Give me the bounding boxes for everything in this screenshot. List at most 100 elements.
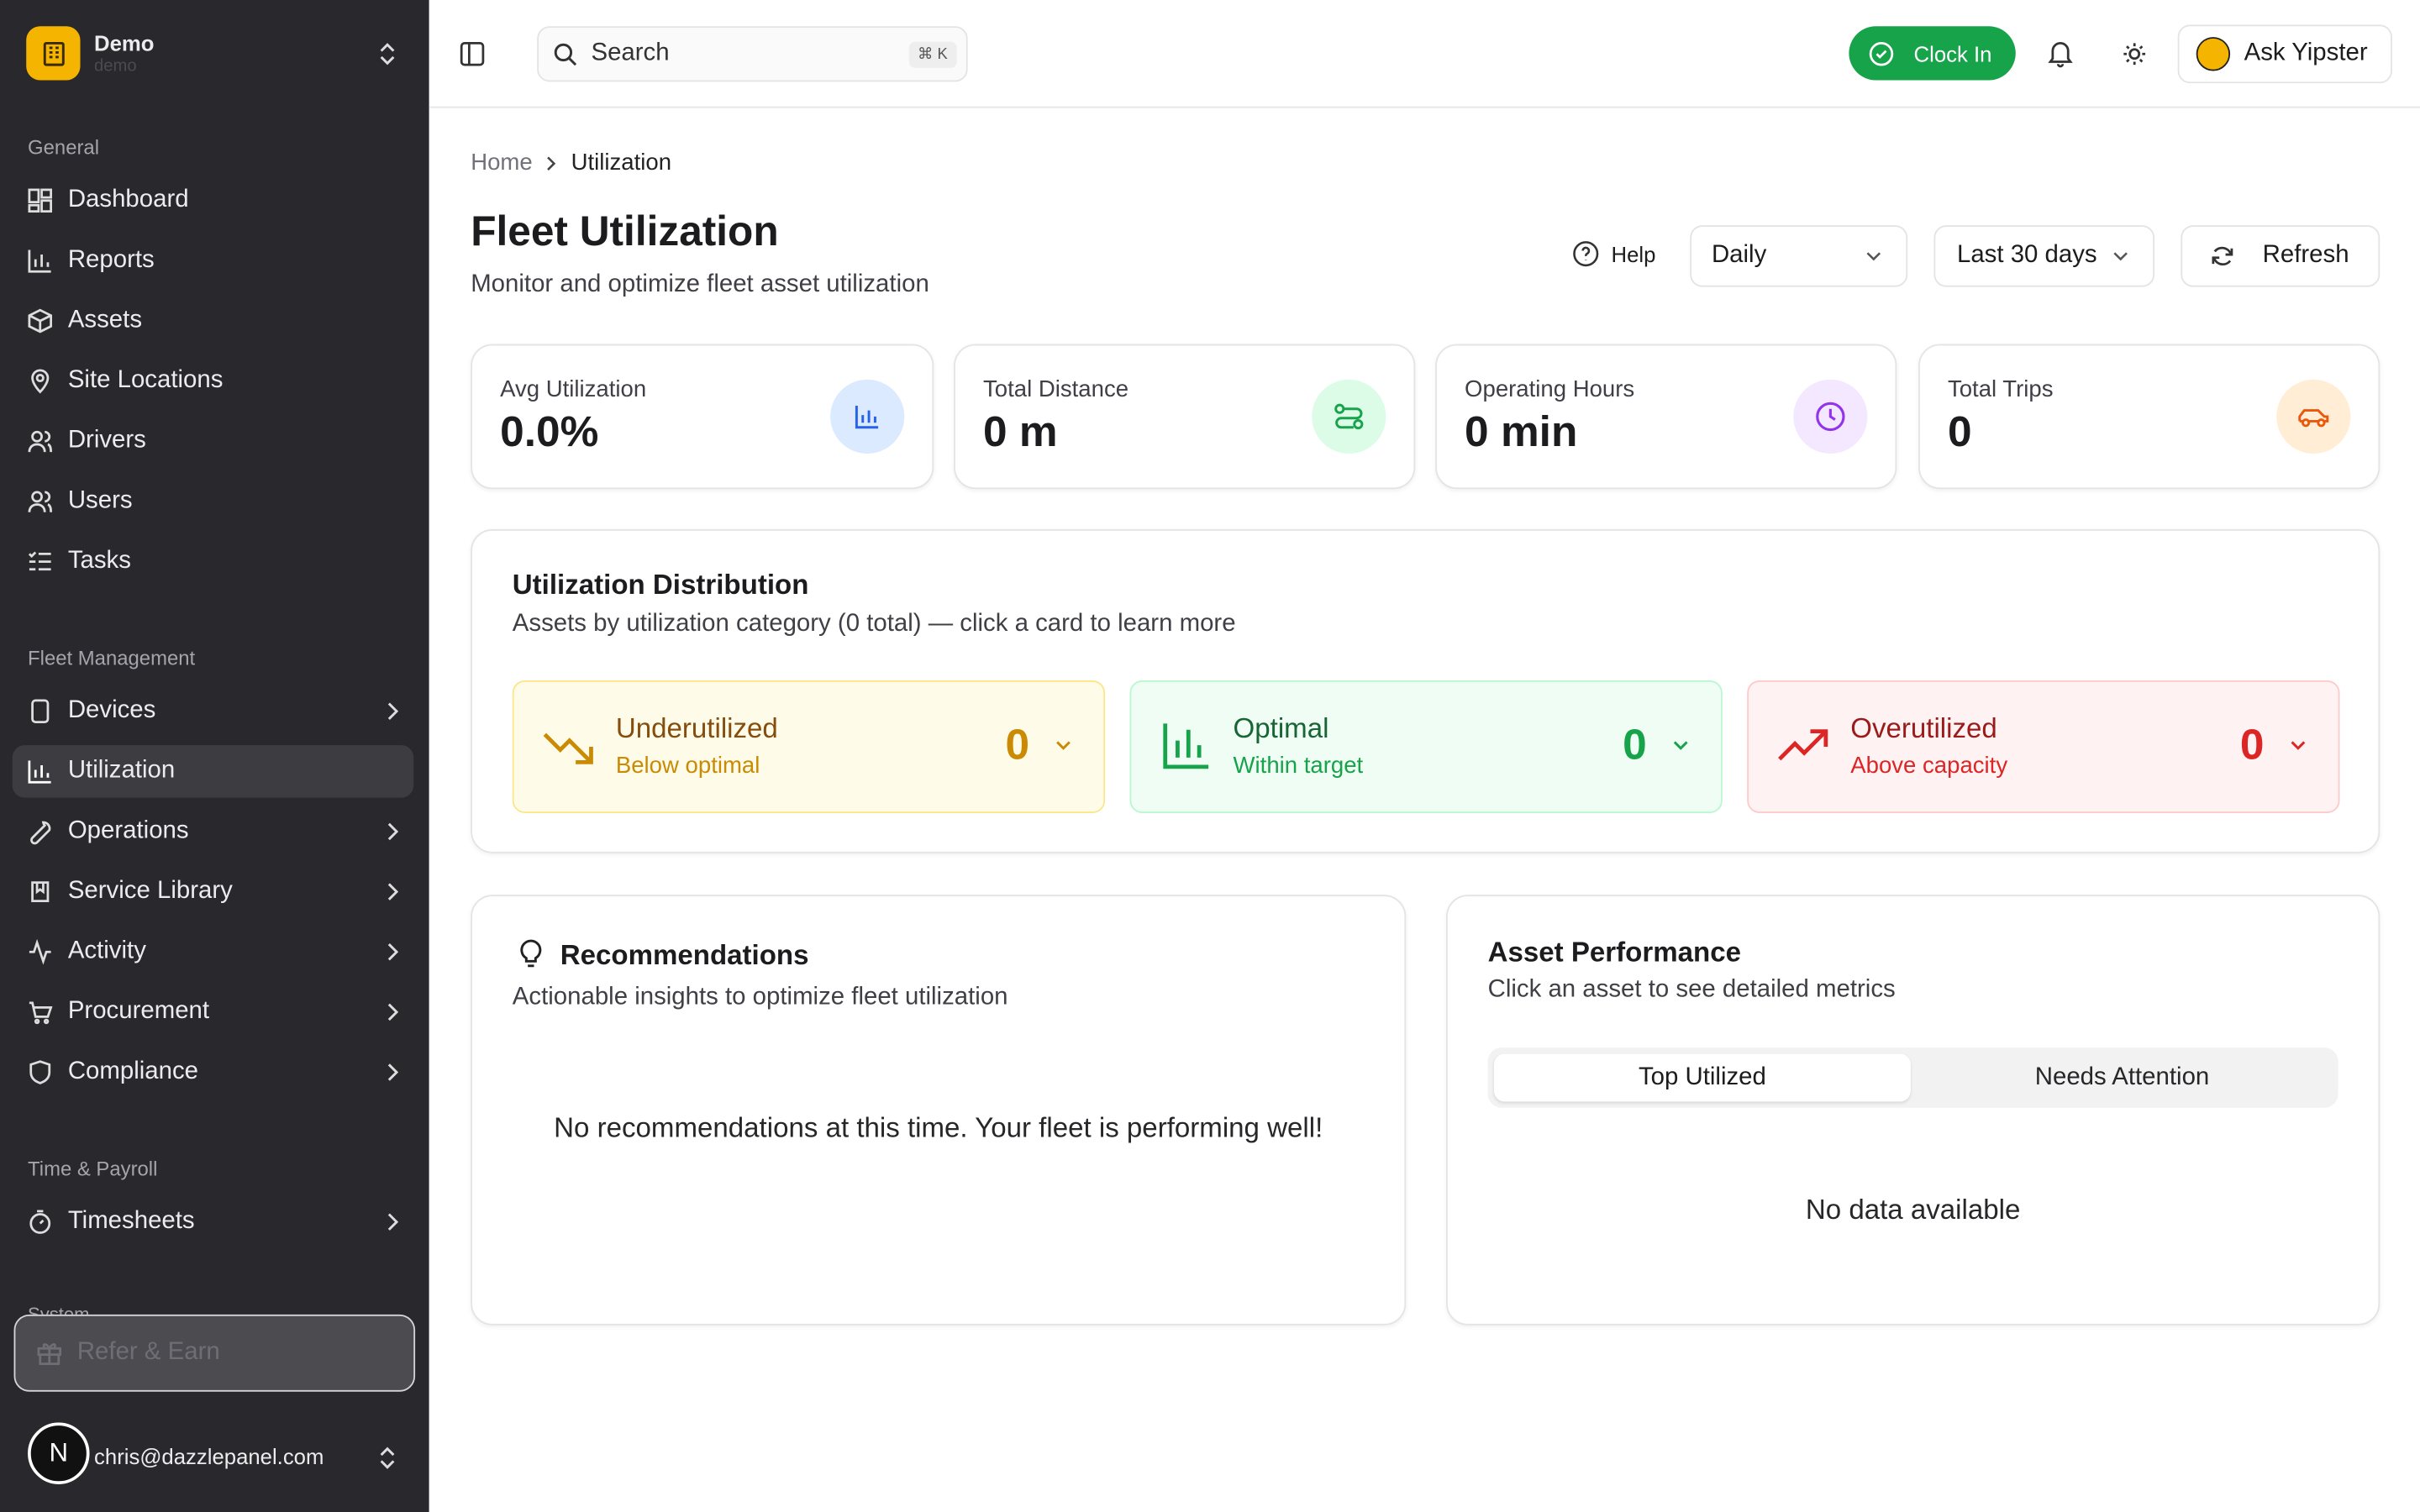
range-value: Last 30 days	[1956, 242, 2097, 269]
category-name: Underutilized	[615, 712, 778, 744]
empty-state: No recommendations at this time. Your fl…	[554, 1112, 1323, 1144]
topbar	[429, 0, 2420, 108]
nav-item[interactable]: Service Library	[13, 865, 414, 917]
shortcut: ⌘ K	[908, 40, 957, 67]
section-label: Time & Payroll	[28, 1157, 158, 1181]
nav-item[interactable]: Dashboard	[13, 175, 414, 227]
nav-label: Devices	[67, 697, 156, 724]
breadcrumb: Home Utilization	[471, 150, 671, 176]
user-menu[interactable]	[378, 1446, 397, 1470]
nav-item[interactable]: Reports	[13, 234, 414, 286]
sidebar-toggle[interactable]	[460, 42, 485, 66]
stat-label: Total Trips	[1947, 376, 2054, 403]
recommendations-panel: Recommendations Actionable insights to o…	[471, 895, 1407, 1326]
stat-card: Total Trips 0	[1918, 344, 2381, 490]
nav-label: Drivers	[67, 427, 146, 454]
category-count: 0	[1005, 720, 1030, 769]
help-label: Help	[1611, 241, 1656, 266]
nav-label: Reports	[67, 246, 155, 274]
nav-label: Dashboard	[67, 186, 189, 213]
stat-icon	[830, 379, 905, 454]
stat-label: Avg Utilization	[500, 376, 647, 403]
category-name: Overutilized	[1850, 712, 1997, 744]
panel-subtitle: Actionable insights to optimize fleet ut…	[512, 984, 1008, 1011]
nav-label: Service Library	[67, 878, 233, 905]
nav-label: Utilization	[67, 757, 176, 785]
category-card[interactable]: Overutilized Above capacity 0	[1747, 680, 2340, 813]
stat-value: 0	[1947, 407, 1972, 455]
page-title: Fleet Utilization	[471, 207, 779, 255]
tab[interactable]: Needs Attention	[2034, 1063, 2210, 1090]
org-name: Demo	[94, 30, 155, 56]
nav-item[interactable]: Timesheets	[13, 1195, 414, 1247]
org-switch[interactable]	[378, 42, 397, 66]
nav-label: Procurement	[67, 998, 210, 1025]
help-button[interactable]: Help	[1573, 241, 1656, 267]
assistant-icon	[2196, 37, 2231, 71]
category-name: Optimal	[1233, 712, 1329, 744]
nav-item[interactable]: Operations	[13, 806, 414, 858]
stat-label: Total Distance	[983, 376, 1129, 403]
empty-state: No data available	[1805, 1194, 2021, 1226]
stat-card: Avg Utilization 0.0%	[471, 344, 934, 490]
sidebar: Demo demo General Dashboard Reports Asse…	[0, 0, 429, 1512]
stat-icon	[1793, 379, 1868, 454]
range-select[interactable]: Last 30 days	[1933, 225, 2155, 287]
nav-item[interactable]: Compliance	[13, 1046, 414, 1098]
breadcrumb-current: Utilization	[571, 150, 672, 176]
org-logo	[26, 26, 81, 81]
clock-in-label: Clock In	[1913, 40, 1992, 66]
assistant-button[interactable]: Ask Yipster	[2177, 24, 2392, 84]
category-card[interactable]: Optimal Within target 0	[1129, 680, 1723, 813]
panel-title: Utilization Distribution	[512, 569, 809, 601]
refer-label: Refer & Earn	[76, 1339, 220, 1366]
stat-card: Operating Hours 0 min	[1435, 344, 1897, 490]
avatar[interactable]: N	[28, 1422, 90, 1484]
nav-label: Timesheets	[67, 1208, 195, 1235]
nav-item[interactable]: Assets	[13, 295, 414, 347]
stat-icon	[1312, 379, 1386, 454]
nav-item[interactable]: Users	[13, 475, 414, 528]
assistant-label: Ask Yipster	[2244, 39, 2368, 66]
nav-item[interactable]: Utilization	[12, 745, 414, 798]
nav-item[interactable]: Site Locations	[13, 354, 414, 407]
category-count: 0	[1623, 720, 1647, 769]
stat-value: 0 m	[983, 407, 1058, 455]
stat-value: 0.0%	[500, 407, 599, 455]
nav-item[interactable]: Devices	[13, 685, 414, 738]
search-placeholder: Search	[591, 39, 670, 66]
user-email: chris@dazzlepanel.com	[94, 1444, 324, 1469]
org-slug: demo	[94, 56, 137, 76]
category-card[interactable]: Underutilized Below optimal 0	[512, 680, 1106, 813]
nav-item[interactable]: Tasks	[13, 535, 414, 587]
stat-card: Total Distance 0 m	[954, 344, 1416, 490]
theme-toggle[interactable]	[2123, 42, 2147, 66]
notifications[interactable]	[2048, 40, 2073, 68]
category-count: 0	[2239, 720, 2265, 769]
stat-label: Operating Hours	[1465, 376, 1635, 403]
category-desc: Below optimal	[615, 753, 760, 780]
refresh-button[interactable]: Refresh	[2181, 225, 2381, 287]
nav-item[interactable]: Procurement	[13, 986, 414, 1038]
nav-item[interactable]: Drivers	[13, 415, 414, 467]
interval-select[interactable]: Daily	[1690, 225, 1908, 287]
section-label: General	[28, 135, 100, 160]
search-box[interactable]: Search ⌘ K	[537, 26, 968, 82]
tab-list: Top Utilized Needs Attention	[1487, 1047, 2338, 1108]
refer-button[interactable]: Refer & Earn	[13, 1314, 416, 1392]
panel-title: Recommendations	[560, 939, 809, 971]
nav-item[interactable]: Activity	[13, 926, 414, 978]
category-desc: Above capacity	[1850, 753, 2008, 780]
breadcrumb-link[interactable]: Home	[471, 150, 533, 176]
section-label: System	[28, 1304, 89, 1315]
nav-label: Compliance	[67, 1058, 198, 1085]
tab-active[interactable]: Top Utilized	[1493, 1053, 1911, 1102]
refresh-label: Refresh	[2262, 242, 2349, 269]
nav-label: Site Locations	[67, 367, 224, 394]
panel-subtitle: Assets by utilization category (0 total)…	[512, 611, 1236, 638]
interval-value: Daily	[1711, 242, 1767, 269]
section-label: Fleet Management	[28, 646, 196, 670]
clock-in-button[interactable]: Clock In	[1849, 26, 2016, 81]
